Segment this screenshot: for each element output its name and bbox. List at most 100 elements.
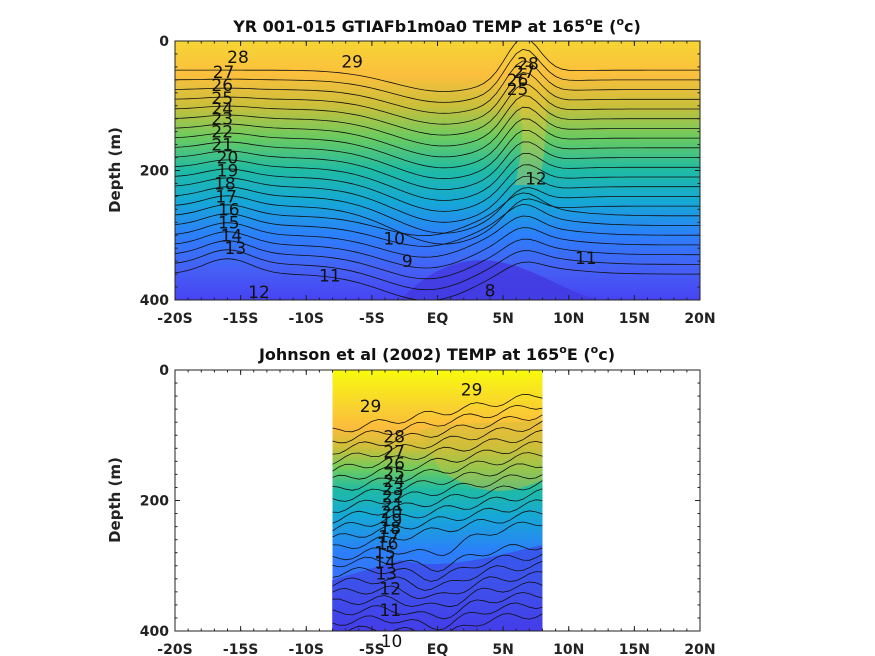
y-tick-label: 0 [159, 363, 169, 379]
contour-label: 22 [211, 123, 233, 143]
isotherm-line [332, 560, 543, 591]
contour-label: 9 [402, 252, 413, 272]
contour-label: 29 [341, 53, 363, 73]
contour-label: 16 [218, 200, 240, 220]
contour-label: 25 [211, 89, 233, 109]
isotherm-line [332, 463, 543, 502]
isotherm-line [332, 510, 543, 549]
contour-label: 20 [217, 149, 239, 169]
chart-title-bottom: Johnson et al (2002) TEMP at 165oE (oc) [258, 343, 615, 364]
isotherm-line [175, 48, 700, 103]
isotherm-line [332, 440, 543, 480]
contour-label: 18 [379, 519, 401, 539]
isotherm-line [175, 192, 700, 237]
contour-label: 14 [374, 553, 396, 573]
isotherm-line [332, 499, 543, 538]
isotherm-line [332, 488, 543, 532]
cold-dome-top [400, 260, 600, 300]
isotherm-line [175, 95, 700, 147]
contour-label: 24 [383, 472, 405, 492]
contour-label: 19 [381, 511, 403, 531]
contour-label: 11 [319, 266, 341, 286]
x-tick-label: 15N [619, 311, 650, 327]
isotherm-line [175, 195, 700, 245]
contour-label: 27 [513, 63, 535, 83]
contour-label: 12 [379, 580, 401, 600]
x-tick-label: -5S [359, 642, 385, 656]
isotherm-line [332, 474, 543, 513]
isotherm-line [175, 106, 700, 158]
x-tick-label: 15N [619, 642, 650, 656]
isotherm-line [332, 429, 543, 472]
chart-title-top: YR 001-015 GTIAFb1m0a0 TEMP at 165oE (oc… [232, 15, 641, 36]
contour-label: 13 [225, 239, 247, 259]
isotherm-line [332, 521, 543, 561]
isotherm-line [332, 581, 543, 608]
contour-label: 25 [383, 464, 405, 484]
y-tick-label: 200 [140, 164, 169, 180]
isotherm-line [332, 480, 543, 524]
isotherm-line [175, 249, 700, 291]
x-axis-top: -20S -15S -10S -5S EQ 5N 10N 15N 20N [157, 41, 716, 327]
x-tick-label: 5N [492, 311, 513, 327]
isotherm-line [347, 613, 543, 631]
contour-label: 25 [507, 80, 529, 100]
panel-top: YR 001-015 GTIAFb1m0a0 TEMP at 165oE (oc… [106, 15, 716, 327]
contour-labels-bottom: 2929282726252423222120191817161514131211… [360, 381, 483, 652]
contour-lines-top [175, 41, 700, 300]
contour-label: 29 [360, 397, 382, 417]
contour-label: 29 [461, 381, 483, 401]
contour-label: 22 [382, 488, 404, 508]
isotherm-line [332, 414, 543, 455]
isotherm-line [175, 83, 700, 136]
panel-bottom: Johnson et al (2002) TEMP at 165oE (oc) … [106, 343, 716, 656]
contour-label: 16 [377, 535, 399, 555]
isotherm-line [175, 41, 700, 92]
contour-label: 23 [211, 110, 233, 130]
contour-label: 11 [575, 249, 597, 269]
isotherm-line [332, 571, 543, 600]
isotherm-line [175, 164, 700, 212]
isotherm-line [175, 203, 700, 247]
x-tick-label: 5N [492, 642, 513, 656]
contour-label: 20 [381, 503, 403, 523]
isotherm-line [175, 60, 700, 114]
x-tick-label: -5S [359, 311, 385, 327]
isotherm-line [175, 215, 700, 258]
contour-label: 18 [214, 174, 236, 194]
contour-label: 12 [525, 169, 547, 189]
isotherm-line [175, 141, 700, 191]
contour-label: 14 [221, 226, 243, 246]
y-axis-label-bottom: Depth (m) [106, 457, 124, 543]
contour-label: 19 [217, 162, 239, 182]
y-axis-top: 0 200 400 [140, 34, 700, 309]
isotherm-line [332, 420, 543, 465]
contour-label: 10 [381, 632, 403, 652]
y-tick-label: 400 [140, 293, 169, 309]
x-tick-label: EQ [427, 642, 449, 656]
x-tick-label: -15S [223, 642, 258, 656]
contour-label: 17 [215, 187, 237, 207]
isotherm-line [175, 129, 700, 180]
contour-label: 10 [383, 229, 405, 249]
contour-label: 21 [211, 136, 233, 156]
isotherm-line [332, 393, 543, 433]
isotherm-line [332, 544, 543, 573]
temperature-field-top [175, 41, 700, 300]
contour-label: 26 [507, 71, 529, 91]
isotherm-line [332, 452, 543, 491]
contour-label: 26 [383, 454, 405, 474]
contour-label: 28 [383, 428, 405, 448]
isotherm-line [332, 404, 543, 444]
x-tick-label: EQ [427, 311, 449, 327]
contour-label: 27 [213, 63, 235, 83]
y-tick-label: 0 [159, 34, 169, 50]
warm-pool-top [490, 41, 547, 185]
x-tick-label: -10S [289, 311, 324, 327]
y-tick-label: 400 [140, 624, 169, 640]
isotherm-line [175, 227, 700, 269]
x-tick-label: -20S [157, 311, 192, 327]
x-tick-label: -20S [157, 642, 192, 656]
